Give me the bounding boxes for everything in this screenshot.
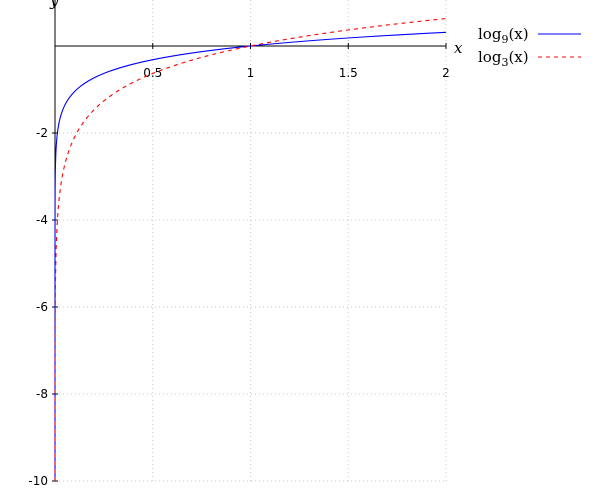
x-tick-label: 1 xyxy=(247,66,255,80)
legend-label-suffix: (x) xyxy=(508,48,528,66)
y-tick-label: -8 xyxy=(36,387,48,401)
legend: log9(x)log3(x) xyxy=(478,25,581,69)
y-tick-label: -2 xyxy=(36,126,48,140)
legend-label-log9: log9(x) xyxy=(478,25,529,46)
legend-label-prefix: log xyxy=(478,48,502,66)
grid xyxy=(55,0,447,482)
legend-label-prefix: log xyxy=(478,25,502,43)
legend-label-suffix: (x) xyxy=(508,25,528,43)
y-axis-label: y xyxy=(49,0,59,10)
series xyxy=(54,18,447,481)
x-tick-label: 1.5 xyxy=(339,66,358,80)
legend-label-log3: log3(x) xyxy=(478,48,529,69)
legend-label-base: 9 xyxy=(501,33,508,46)
x-tick-label: 2 xyxy=(442,66,450,80)
x-axis-label: x xyxy=(454,39,463,57)
legend-label-base: 3 xyxy=(501,56,508,69)
y-tick-label: -6 xyxy=(36,300,48,314)
series-line-log3 xyxy=(54,18,447,481)
y-tick-label: -10 xyxy=(28,474,48,488)
tick-labels: 0.5 1 1.5 2-2-4-6-8-10 xyxy=(28,66,449,488)
y-tick-label: -4 xyxy=(36,213,48,227)
